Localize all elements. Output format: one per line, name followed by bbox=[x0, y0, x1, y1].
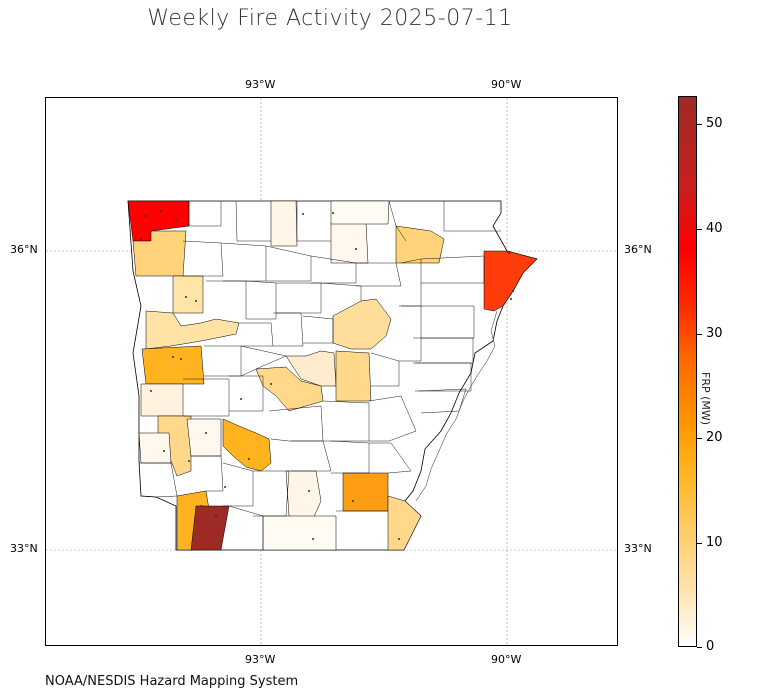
colorbar-tick-mark bbox=[697, 543, 702, 544]
county-borders bbox=[139, 200, 501, 550]
colorbar-tick-mark bbox=[697, 647, 702, 648]
colorbar-tick-30: 30 bbox=[706, 326, 723, 341]
colorbar-tick-0: 0 bbox=[706, 639, 715, 654]
colorbar-tick-mark bbox=[697, 124, 702, 125]
graticule bbox=[46, 98, 617, 645]
lat-tick-right-33: 33°N bbox=[624, 542, 652, 555]
colorbar-tick-mark bbox=[697, 229, 702, 230]
county-columbia-lafayette bbox=[190, 505, 230, 551]
lat-tick-left-36: 36°N bbox=[10, 243, 38, 256]
colorbar-tick-20: 20 bbox=[706, 430, 723, 445]
county-fulton bbox=[330, 200, 390, 225]
county-washington bbox=[132, 230, 187, 277]
chart-title: Weekly Fire Activity 2025-07-11 bbox=[147, 6, 513, 31]
county-scott bbox=[140, 383, 184, 417]
colorbar-tick-10: 10 bbox=[706, 535, 723, 550]
county-hot-spring-dallas bbox=[285, 470, 322, 520]
county-independence-sharp bbox=[332, 298, 392, 350]
colorbar-label: FRP (MW) bbox=[699, 372, 712, 426]
lon-tick-bottom-90: 90°W bbox=[491, 653, 522, 666]
arkansas-county-map bbox=[46, 98, 617, 645]
county-boone bbox=[270, 200, 298, 247]
colorbar-tick-mark bbox=[697, 438, 702, 439]
source-credit: NOAA/NESDIS Hazard Mapping System bbox=[45, 674, 299, 689]
county-montgomery bbox=[186, 418, 222, 457]
county-chicot bbox=[387, 495, 422, 551]
county-baxter bbox=[330, 222, 369, 264]
colorbar-tick-50: 50 bbox=[706, 116, 723, 131]
lon-tick-top-90: 90°W bbox=[491, 78, 522, 91]
county-randolph bbox=[395, 225, 445, 264]
county-sevier bbox=[138, 432, 172, 464]
county-garland bbox=[222, 418, 272, 472]
lon-tick-bottom-93: 93°W bbox=[245, 653, 276, 666]
lat-tick-left-33: 33°N bbox=[10, 542, 38, 555]
lat-tick-right-36: 36°N bbox=[624, 243, 652, 256]
county-white bbox=[335, 350, 372, 402]
colorbar bbox=[678, 96, 697, 647]
county-sebastian bbox=[141, 345, 205, 385]
county-madison-crawford bbox=[172, 275, 204, 314]
county-faulkner bbox=[285, 350, 337, 387]
county-mississippi bbox=[483, 250, 538, 312]
colorbar-tick-40: 40 bbox=[706, 221, 723, 236]
county-ouachita-bradley bbox=[262, 515, 337, 551]
lon-tick-top-93: 93°W bbox=[245, 78, 276, 91]
county-perry-conway bbox=[255, 366, 324, 412]
mississippi-river bbox=[415, 310, 498, 502]
county-lincoln-desha bbox=[342, 472, 389, 512]
fire-detections bbox=[140, 210, 514, 540]
map-frame bbox=[45, 97, 618, 646]
colorbar-tick-mark bbox=[697, 334, 702, 335]
